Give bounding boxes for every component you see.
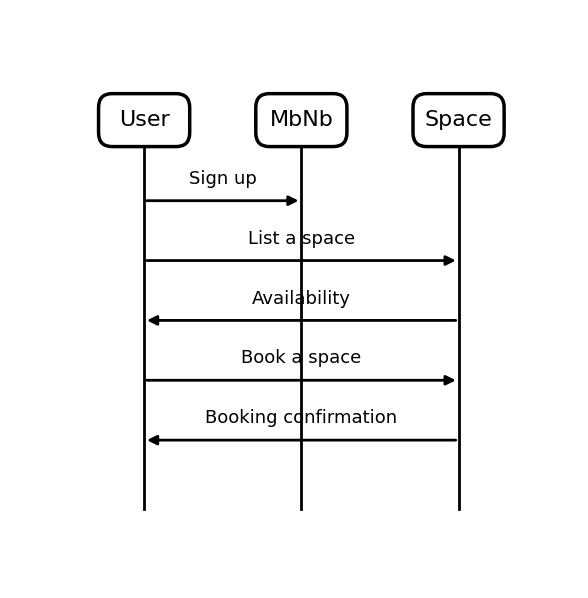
Text: Book a space: Book a space bbox=[241, 349, 362, 367]
Text: Availability: Availability bbox=[252, 289, 351, 307]
FancyBboxPatch shape bbox=[413, 94, 504, 147]
Text: User: User bbox=[119, 110, 169, 130]
Text: List a space: List a space bbox=[248, 230, 355, 248]
Text: MbNb: MbNb bbox=[269, 110, 333, 130]
FancyBboxPatch shape bbox=[99, 94, 190, 147]
FancyBboxPatch shape bbox=[256, 94, 347, 147]
Text: Booking confirmation: Booking confirmation bbox=[205, 409, 397, 427]
Text: Space: Space bbox=[425, 110, 492, 130]
Text: Sign up: Sign up bbox=[189, 170, 257, 188]
